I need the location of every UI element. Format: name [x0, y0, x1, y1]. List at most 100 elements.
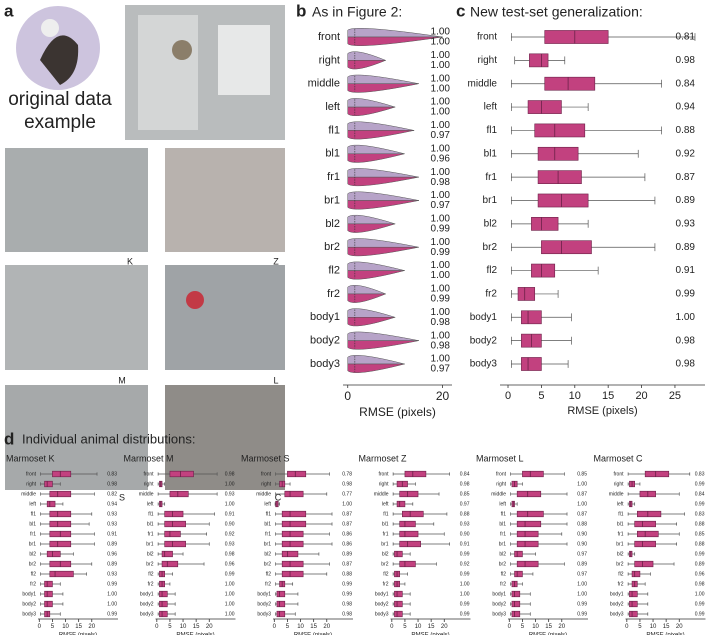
score-label: 0.83: [107, 471, 117, 477]
y-tick-label: body3: [470, 359, 498, 370]
score-label: 0.86: [342, 541, 352, 547]
box: [49, 540, 72, 548]
score-label: 0.99: [460, 601, 470, 607]
score-label: 1.00: [431, 120, 451, 131]
score-label: 0.87: [577, 491, 587, 497]
score-label: 0.99: [577, 611, 587, 617]
y-tick-label: fr2: [148, 581, 154, 587]
y-tick-label: fl2: [266, 571, 272, 577]
y-tick-label: bl2: [484, 218, 498, 229]
y-tick-label: br1: [499, 541, 506, 547]
y-tick-label: bl2: [325, 218, 340, 230]
y-tick-label: br1: [483, 195, 498, 206]
box: [159, 600, 168, 608]
violin-upper: [347, 191, 419, 201]
score-label: 0.84: [676, 78, 696, 89]
score-label: 1.00: [225, 581, 235, 587]
box: [544, 30, 609, 44]
y-tick-label: bl2: [382, 551, 389, 557]
chart-title: Marmoset S: [241, 453, 290, 463]
box: [169, 490, 189, 498]
violin-lower: [347, 270, 405, 280]
y-tick-label: fr1: [383, 531, 389, 537]
box: [49, 490, 72, 498]
score-label: 0.93: [225, 541, 235, 547]
score-label: 0.83: [695, 511, 705, 517]
y-tick-label: middle: [308, 78, 340, 90]
y-tick-label: fr1: [500, 531, 506, 537]
x-axis-label: RMSE (pixels): [646, 633, 684, 635]
violin-upper: [347, 28, 443, 38]
x-axis-label: RMSE (pixels): [294, 633, 332, 635]
score-label: 0.98: [431, 177, 451, 188]
y-tick-label: middle: [491, 491, 506, 497]
x-tick-label: 15: [310, 624, 317, 630]
x-tick-label: 10: [180, 624, 187, 630]
score-label: 0.92: [460, 561, 470, 567]
y-tick-label: br1: [616, 541, 623, 547]
score-label: 0.89: [695, 561, 705, 567]
box: [634, 540, 656, 548]
box: [276, 600, 286, 608]
box: [164, 530, 181, 538]
box: [281, 550, 299, 558]
box: [514, 570, 523, 578]
score-label: 0.99: [460, 571, 470, 577]
box: [514, 550, 523, 558]
score-label: 0.97: [460, 501, 470, 507]
score-label: 0.98: [676, 55, 696, 66]
score-label: 0.99: [577, 601, 587, 607]
box: [399, 520, 416, 528]
x-axis-label: RMSE (pixels): [359, 405, 436, 419]
x-tick-label: 5: [538, 390, 544, 402]
score-label: 0.98: [676, 359, 696, 370]
y-tick-label: bl1: [382, 521, 389, 527]
violin-lower: [347, 83, 419, 93]
y-tick-label: bl2: [499, 551, 506, 557]
x-tick-label: 0: [390, 624, 394, 630]
y-tick-label: middle: [139, 491, 154, 497]
box: [276, 590, 286, 598]
x-axis-label: RMSE (pixels): [176, 633, 214, 635]
x-tick-label: 10: [532, 624, 539, 630]
camera-label: S: [119, 492, 125, 502]
x-tick-label: 20: [558, 624, 565, 630]
violin-lower: [347, 340, 419, 350]
score-label: 0.96: [107, 551, 117, 557]
score-label: 0.98: [676, 335, 696, 346]
score-label: 1.00: [431, 60, 451, 71]
y-tick-label: body3: [22, 611, 36, 617]
box: [281, 560, 304, 568]
y-tick-label: body1: [610, 591, 624, 597]
score-label: 0.99: [431, 247, 451, 258]
score-label: 0.97: [431, 130, 451, 141]
y-tick-label: fr1: [265, 531, 271, 537]
score-label: 1.00: [431, 97, 451, 108]
box: [537, 170, 582, 184]
score-label: 0.99: [342, 591, 352, 597]
box: [49, 570, 74, 578]
score-label: 0.98: [225, 551, 235, 557]
y-tick-label: bl1: [484, 148, 498, 159]
x-tick-label: 25: [669, 390, 681, 402]
score-label: 0.97: [431, 364, 451, 375]
violin-lower: [347, 176, 419, 187]
y-tick-label: left: [484, 102, 498, 113]
box: [634, 560, 654, 568]
chart-title: New test-set generalization:: [470, 4, 643, 20]
violin-lower: [347, 246, 419, 257]
box: [287, 470, 307, 478]
score-label: 0.99: [695, 481, 705, 487]
image-detail: [138, 15, 198, 130]
y-tick-label: body2: [140, 601, 154, 607]
x-tick-label: 0: [505, 390, 511, 402]
box: [281, 520, 307, 528]
violin-lower: [347, 363, 405, 373]
y-tick-label: fr1: [30, 531, 36, 537]
score-label: 1.00: [431, 50, 451, 61]
score-label: 0.89: [676, 242, 696, 253]
y-tick-label: body2: [257, 601, 271, 607]
y-tick-label: fl1: [618, 511, 624, 517]
y-tick-label: fl1: [266, 511, 272, 517]
y-tick-label: fl2: [383, 571, 389, 577]
